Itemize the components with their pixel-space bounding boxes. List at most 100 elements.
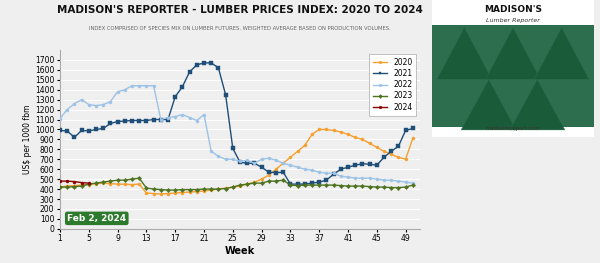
2023 <box>388 186 395 189</box>
2020 <box>330 129 337 132</box>
2023 <box>359 185 366 188</box>
2021 <box>150 118 157 121</box>
2022 <box>366 176 373 180</box>
2021 <box>208 61 215 64</box>
2021 <box>308 181 316 185</box>
2021 <box>128 119 136 122</box>
2023 <box>172 189 179 192</box>
2020 <box>64 185 71 188</box>
2022 <box>71 102 78 105</box>
2020 <box>251 180 258 184</box>
2023 <box>373 185 380 189</box>
2020 <box>200 189 208 193</box>
2021 <box>409 127 416 130</box>
2021 <box>179 85 186 88</box>
2021 <box>352 164 359 167</box>
2020 <box>380 150 388 153</box>
Text: INDEX COMPRISED OF SPECIES MIX ON LUMBER FUTURES. WEIGHTED AVERAGE BASED ON PROD: INDEX COMPRISED OF SPECIES MIX ON LUMBER… <box>89 26 391 31</box>
2023 <box>71 185 78 188</box>
Line: 2024: 2024 <box>58 180 91 185</box>
2021 <box>251 162 258 165</box>
2021 <box>380 156 388 159</box>
2020 <box>143 191 150 195</box>
2020 <box>308 133 316 136</box>
2020 <box>344 133 352 136</box>
2022 <box>373 178 380 181</box>
2023 <box>200 188 208 191</box>
2023 <box>330 184 337 187</box>
2022 <box>186 116 193 119</box>
2020 <box>388 153 395 156</box>
2020 <box>301 144 308 147</box>
2024 <box>85 181 92 185</box>
2021 <box>200 61 208 64</box>
2021 <box>100 127 107 130</box>
Line: 2023: 2023 <box>58 177 415 191</box>
2020 <box>157 193 164 196</box>
2020 <box>395 156 402 159</box>
2023 <box>157 188 164 191</box>
2020 <box>107 182 114 185</box>
2022 <box>337 175 344 178</box>
2022 <box>316 171 323 174</box>
2024 <box>78 181 85 184</box>
2023 <box>236 184 244 187</box>
2021 <box>92 128 100 131</box>
2020 <box>236 185 244 188</box>
2021 <box>164 118 172 121</box>
2020 <box>193 190 200 193</box>
2023 <box>316 184 323 187</box>
2023 <box>193 188 200 191</box>
2023 <box>402 185 409 189</box>
2022 <box>208 150 215 153</box>
Text: Lumber Reporter: Lumber Reporter <box>486 18 540 23</box>
2023 <box>380 185 388 189</box>
2020 <box>366 142 373 145</box>
2021 <box>294 183 301 186</box>
2023 <box>64 185 71 189</box>
2022 <box>150 84 157 87</box>
2023 <box>186 188 193 191</box>
2023 <box>114 179 121 182</box>
2022 <box>301 168 308 171</box>
2023 <box>128 178 136 181</box>
2021 <box>107 122 114 125</box>
2021 <box>316 180 323 184</box>
2020 <box>215 188 222 191</box>
2020 <box>373 146 380 149</box>
2022 <box>56 117 64 120</box>
2023 <box>164 189 172 192</box>
2020 <box>164 192 172 195</box>
2022 <box>323 171 330 175</box>
2022 <box>330 171 337 175</box>
2023 <box>308 184 316 187</box>
2020 <box>294 150 301 153</box>
Bar <box>432 127 594 137</box>
2021 <box>236 161 244 164</box>
2022 <box>179 113 186 116</box>
2022 <box>308 169 316 172</box>
Text: Feb 2, 2024: Feb 2, 2024 <box>67 214 127 223</box>
2022 <box>229 158 236 161</box>
2020 <box>323 128 330 131</box>
2020 <box>280 162 287 165</box>
Legend: 2020, 2021, 2022, 2023, 2024: 2020, 2021, 2022, 2023, 2024 <box>370 54 416 116</box>
2022 <box>193 119 200 122</box>
X-axis label: Week: Week <box>225 246 255 256</box>
2023 <box>107 180 114 183</box>
2021 <box>172 95 179 98</box>
2024 <box>64 180 71 183</box>
2023 <box>280 179 287 182</box>
2022 <box>344 176 352 179</box>
2021 <box>114 120 121 123</box>
2020 <box>352 136 359 139</box>
2022 <box>352 176 359 180</box>
2021 <box>229 147 236 150</box>
Text: MADISON'S REPORTER - LUMBER PRICES INDEX: 2020 TO 2024: MADISON'S REPORTER - LUMBER PRICES INDEX… <box>57 5 423 15</box>
2023 <box>395 186 402 189</box>
2021 <box>373 164 380 167</box>
2023 <box>301 184 308 187</box>
2023 <box>337 184 344 187</box>
2022 <box>85 103 92 106</box>
2021 <box>344 166 352 169</box>
